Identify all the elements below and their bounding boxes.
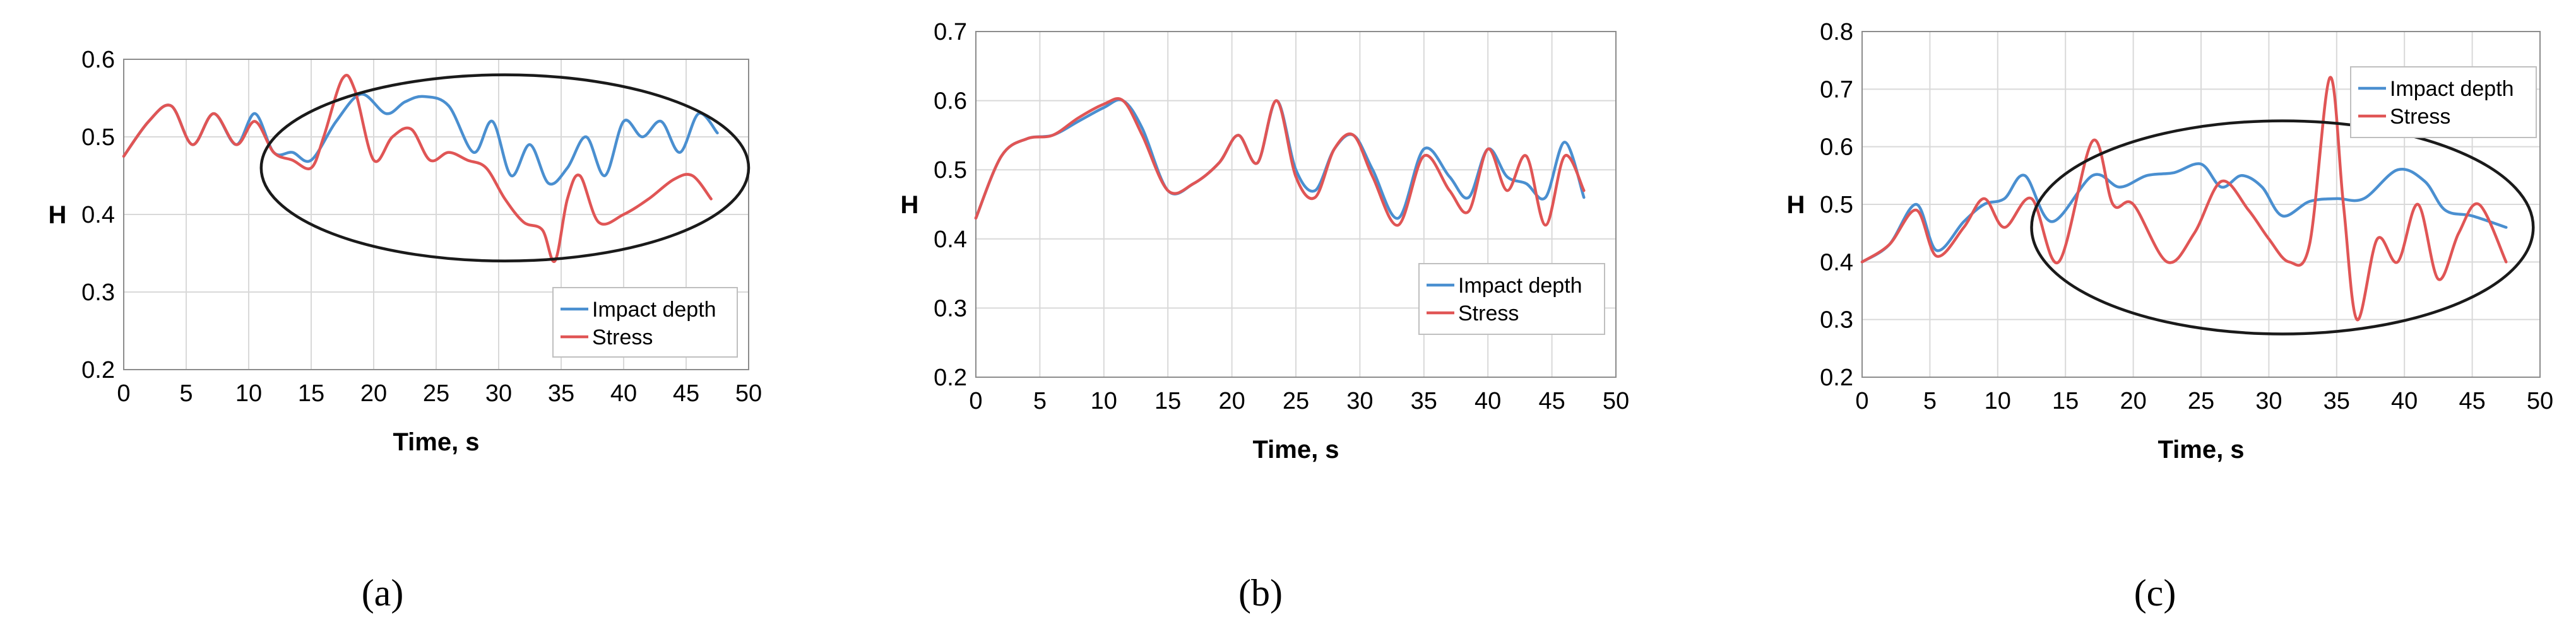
y-tick-label: 0.8 [1820,19,1853,45]
y-tick-label: 0.7 [1820,76,1853,103]
y-axis-title: H [49,201,67,229]
legend-label: Impact depth [2390,77,2514,101]
y-tick-label: 0.4 [1820,249,1853,276]
y-tick-label: 0.4 [81,202,115,228]
x-tick-label: 20 [2120,388,2146,414]
x-tick-label: 50 [1603,388,1629,414]
y-tick-label: 0.5 [1820,192,1853,218]
y-tick-label: 0.3 [1820,307,1853,334]
plot-frame [1861,31,2541,378]
x-tick-label: 25 [1283,388,1309,414]
series-line-impact-depth [1860,162,2508,264]
y-tick-label: 0.2 [81,357,115,383]
y-tick-label: 0.6 [1820,134,1853,161]
legend-box [552,287,738,358]
x-tick-label: 15 [298,380,324,407]
panel-caption: (b) [1238,572,1283,614]
chart-a: 0.2 0.3 0.4 0.5 0.6 0 5 10 15 20 25 30 35 40 45 50 Time,… [49,47,763,614]
y-tick-label: 0.3 [81,279,115,306]
highlight-ellipse [259,73,751,263]
y-tick-label: 0.2 [934,365,967,391]
series-line-impact-depth [974,98,1586,220]
y-tick-label: 0.2 [1820,365,1853,391]
legend: Impact depth Stress [552,287,738,358]
x-tick-label: 50 [735,380,762,407]
series-line-stress [974,97,1586,227]
highlight-ellipse [2030,119,2535,336]
x-tick-label: 20 [1218,388,1245,414]
x-tick-label: 20 [360,380,387,407]
legend: Impact depth Stress [1418,263,1605,335]
x-axis-title: Time, s [2158,436,2244,464]
x-tick-label: 5 [179,380,193,407]
legend: Impact depth Stress [2350,66,2537,138]
x-tick-label: 45 [2459,388,2485,414]
x-tick-label: 15 [1154,388,1181,414]
x-tick-label: 5 [1033,388,1047,414]
x-tick-label: 15 [2052,388,2079,414]
y-tick-label: 0.7 [934,19,967,45]
plot-frame [123,59,749,370]
x-axis-title: Time, s [393,428,479,456]
x-tick-label: 30 [485,380,512,407]
legend-box [2350,66,2537,138]
x-tick-label: 35 [2324,388,2350,414]
x-tick-label: 10 [1985,388,2011,414]
series-line-stress [122,74,713,263]
x-tick-label: 35 [548,380,574,407]
legend-label: Stress [2390,105,2450,129]
legend-label: Impact depth [592,298,716,322]
chart-c: 0.2 0.3 0.4 0.5 0.6 0.7 0.8 0 5 10 15 20 25 30 35 40 45 5… [1787,19,2554,614]
x-axis-title: Time, s [1252,436,1339,464]
plot-frame [975,31,1617,378]
y-tick-label: 0.5 [934,157,967,184]
x-tick-label: 10 [235,380,262,407]
legend-label: Stress [1458,301,1519,325]
series-line-stress [1860,76,2508,321]
x-tick-label: 25 [423,380,449,407]
legend-box [1418,263,1605,335]
panel-caption: (c) [2134,572,2176,614]
y-tick-label: 0.3 [934,295,967,322]
y-tick-label: 0.6 [81,47,115,73]
x-tick-label: 0 [1855,388,1868,414]
series-line-impact-depth [122,93,719,186]
x-tick-label: 10 [1091,388,1117,414]
y-tick-label: 0.4 [934,226,967,253]
legend-label: Impact depth [1458,274,1582,298]
panel-caption: (a) [362,572,404,614]
x-tick-label: 35 [1411,388,1437,414]
x-tick-label: 40 [1475,388,1501,414]
y-tick-label: 0.6 [934,88,967,115]
y-axis-title: H [1787,191,1805,219]
x-tick-label: 40 [2391,388,2418,414]
x-tick-label: 30 [1346,388,1373,414]
x-tick-label: 0 [969,388,982,414]
chart-b: 0.2 0.3 0.4 0.5 0.6 0.7 0 5 10 15 20 25 30 35 40 45 50 Ti… [901,19,1630,614]
y-tick-label: 0.5 [81,124,115,151]
x-tick-label: 40 [610,380,637,407]
x-tick-label: 45 [1538,388,1565,414]
x-tick-label: 0 [117,380,130,407]
y-axis-title: H [901,191,919,219]
x-tick-label: 25 [2188,388,2214,414]
x-tick-label: 5 [1923,388,1937,414]
x-tick-label: 45 [673,380,699,407]
x-tick-label: 30 [2255,388,2282,414]
x-tick-label: 50 [2527,388,2553,414]
legend-label: Stress [592,325,653,349]
